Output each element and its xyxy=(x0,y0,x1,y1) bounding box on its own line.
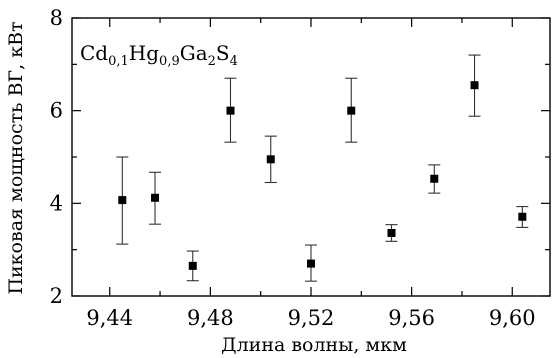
annotation-element: Cd xyxy=(80,41,108,65)
annotation-element: Ga xyxy=(180,41,208,65)
y-tick-label: 4 xyxy=(50,191,63,215)
data-point xyxy=(470,81,479,90)
x-tick-label: 9,60 xyxy=(489,306,536,330)
data-points xyxy=(118,81,527,270)
y-tick-label: 2 xyxy=(50,284,63,308)
annotation-subscript: 4 xyxy=(230,54,238,69)
data-point xyxy=(188,261,197,270)
x-tick-label: 9,48 xyxy=(187,306,234,330)
x-tick-label: 9,56 xyxy=(388,306,435,330)
annotation-subscript: 2 xyxy=(208,54,216,69)
x-tick-label: 9,44 xyxy=(86,306,133,330)
data-point xyxy=(118,196,127,205)
data-point xyxy=(387,228,396,237)
y-axis-label: Пиковая мощность ВГ, кВт xyxy=(5,21,27,294)
data-point xyxy=(430,174,439,183)
material-annotation: Cd0,1Hg0,9Ga2S4 xyxy=(80,41,238,69)
x-axis-label: Длина волны, мкм xyxy=(221,334,407,356)
data-point xyxy=(226,106,235,115)
data-point xyxy=(518,212,527,221)
x-tick-label: 9,52 xyxy=(288,306,335,330)
data-point xyxy=(151,193,160,202)
y-tick-label: 6 xyxy=(50,99,63,123)
data-point xyxy=(307,259,315,268)
data-point xyxy=(347,106,356,115)
annotation-element: S xyxy=(216,41,230,65)
annotation-element: Hg xyxy=(129,41,159,65)
axis-ticks xyxy=(72,17,550,297)
annotation-subscript: 0,1 xyxy=(108,54,129,69)
error-bars xyxy=(116,54,529,282)
annotation-subscript: 0,9 xyxy=(159,54,180,69)
data-point xyxy=(266,155,275,164)
y-tick-label: 8 xyxy=(50,6,63,30)
